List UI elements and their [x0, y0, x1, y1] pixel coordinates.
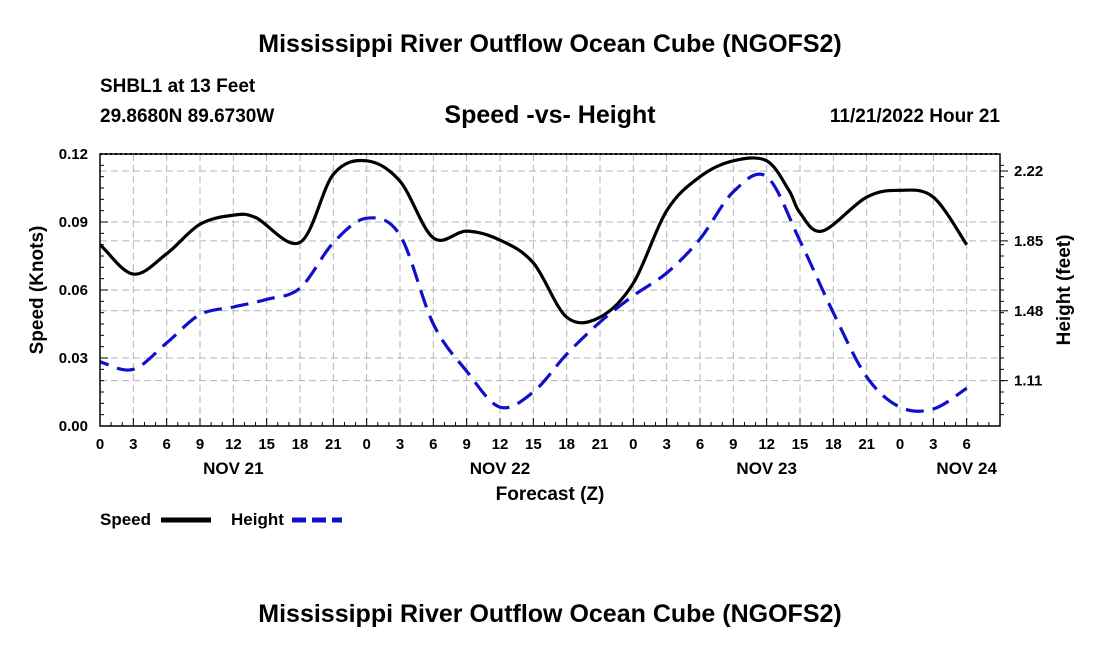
y-tick-label: 0.09 — [59, 214, 88, 231]
y2-tick-label: 1.85 — [1014, 233, 1043, 250]
x-tick-label: 12 — [225, 436, 242, 453]
x-tick-label: 15 — [792, 436, 809, 453]
x-tick-label: 9 — [462, 436, 470, 453]
axis-labels: 0 3 6 9 12 15 18 21 0 3 6 9 12 15 18 21 0 3 6 9 12 15 18 21 0 3 6 N… — [59, 146, 1043, 478]
coordinates-label: 29.8680N 89.6730W — [100, 106, 275, 127]
y2-tick-label: 2.22 — [1014, 163, 1043, 180]
x-tick-label: 15 — [525, 436, 542, 453]
series-lines — [100, 156, 969, 413]
x-tick-label: 18 — [825, 436, 842, 453]
chart-subtitle: Speed -vs- Height — [444, 101, 656, 129]
y-tick-label: 0.06 — [59, 282, 88, 299]
x-tick-label: 3 — [662, 436, 670, 453]
date-label: NOV 24 — [936, 459, 997, 478]
x-tick-label: 3 — [129, 436, 137, 453]
y2-axis-title: Height (feet) — [1054, 235, 1075, 346]
x-tick-label: 12 — [758, 436, 775, 453]
legend: Speed Height — [100, 510, 342, 529]
speed-series-line — [100, 156, 969, 325]
x-tick-label: 0 — [362, 436, 370, 453]
y-tick-label: 0.03 — [59, 350, 88, 367]
x-tick-label: 0 — [896, 436, 904, 453]
forecast-datetime: 11/21/2022 Hour 21 — [829, 106, 1000, 127]
date-label: NOV 23 — [736, 459, 796, 478]
x-tick-label: 6 — [429, 436, 437, 453]
x-tick-label: 0 — [629, 436, 637, 453]
x-tick-label: 6 — [162, 436, 170, 453]
legend-height-label: Height — [231, 510, 284, 529]
y2-tick-label: 1.48 — [1014, 303, 1043, 320]
station-label: SHBL1 at 13 Feet — [100, 76, 256, 97]
height-series-line — [100, 172, 968, 413]
y-tick-label: 0.00 — [59, 418, 88, 435]
x-tick-label: 9 — [729, 436, 737, 453]
main-title: Mississippi River Outflow Ocean Cube (NG… — [258, 30, 842, 58]
x-tick-label: 15 — [258, 436, 275, 453]
x-tick-label: 3 — [929, 436, 937, 453]
date-label: NOV 21 — [203, 459, 263, 478]
grid-lines — [100, 154, 1000, 426]
y-tick-label: 0.12 — [59, 146, 88, 163]
y-axis-title: Speed (Knots) — [27, 226, 48, 355]
x-tick-label: 0 — [96, 436, 104, 453]
x-tick-label: 21 — [325, 436, 342, 453]
x-tick-label: 21 — [592, 436, 609, 453]
x-tick-label: 6 — [962, 436, 970, 453]
x-tick-label: 12 — [492, 436, 509, 453]
x-tick-label: 9 — [196, 436, 204, 453]
date-label: NOV 22 — [470, 459, 530, 478]
x-tick-label: 3 — [396, 436, 404, 453]
x-tick-label: 21 — [858, 436, 875, 453]
axis-ticks — [99, 153, 1008, 427]
x-tick-label: 18 — [292, 436, 309, 453]
x-tick-label: 18 — [558, 436, 575, 453]
legend-speed-label: Speed — [100, 510, 151, 529]
x-tick-label: 6 — [696, 436, 704, 453]
y2-tick-label: 1.11 — [1014, 373, 1042, 390]
x-axis-title: Forecast (Z) — [496, 484, 605, 505]
footer-title: Mississippi River Outflow Ocean Cube (NG… — [258, 600, 842, 628]
